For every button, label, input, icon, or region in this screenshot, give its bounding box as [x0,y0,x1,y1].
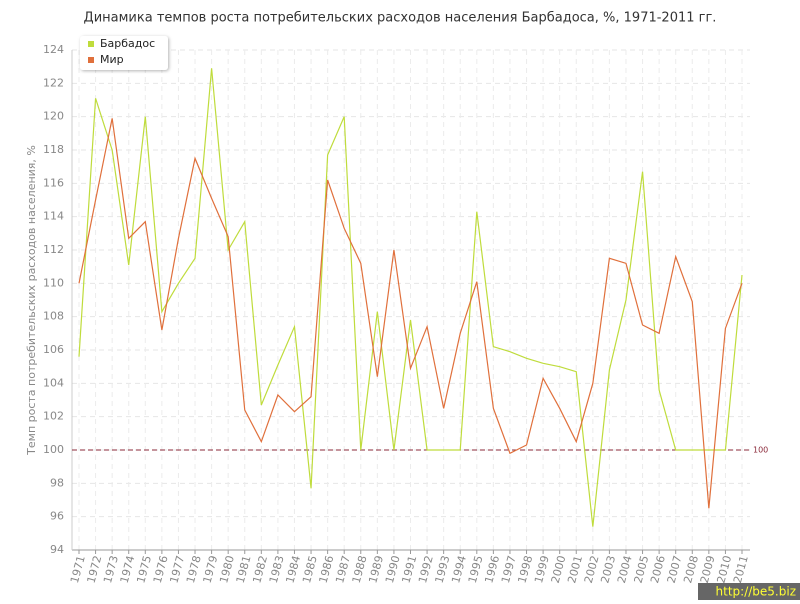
watermark-bg [698,583,800,600]
x-tick-label: 2011 [731,554,751,584]
y-tick-label: 100 [43,443,64,456]
y-tick-label: 104 [43,376,64,389]
y-tick-label: 118 [43,143,64,156]
series-line [78,118,743,509]
chart-title: Динамика темпов роста потребительских ра… [84,11,717,26]
y-tick-label: 98 [50,476,64,489]
y-tick-label: 116 [43,176,64,189]
watermark: http://be5.biz [716,585,796,599]
legend-swatch [88,57,94,63]
y-tick-label: 94 [50,543,64,556]
y-tick-label: 110 [43,276,64,289]
legend-label: Барбадос [100,37,155,50]
y-tick-label: 124 [43,43,64,56]
y-tick-label: 102 [43,410,64,423]
y-tick-label: 106 [43,343,64,356]
legend: Барбадос Мир [80,36,168,70]
legend-box [80,36,168,70]
y-axis-label: Темп роста потребительских расходов насе… [25,145,38,456]
y-tick-label: 108 [43,310,64,323]
series-line [78,68,743,527]
y-tick-label: 96 [50,510,64,523]
legend-swatch [88,41,94,47]
y-tick-label: 120 [43,110,64,123]
legend-label: Мир [100,53,124,66]
y-tick-label: 122 [43,76,64,89]
reference-label: 100 [753,446,768,455]
y-tick-label: 112 [43,243,64,256]
y-tick-label: 114 [43,210,64,223]
